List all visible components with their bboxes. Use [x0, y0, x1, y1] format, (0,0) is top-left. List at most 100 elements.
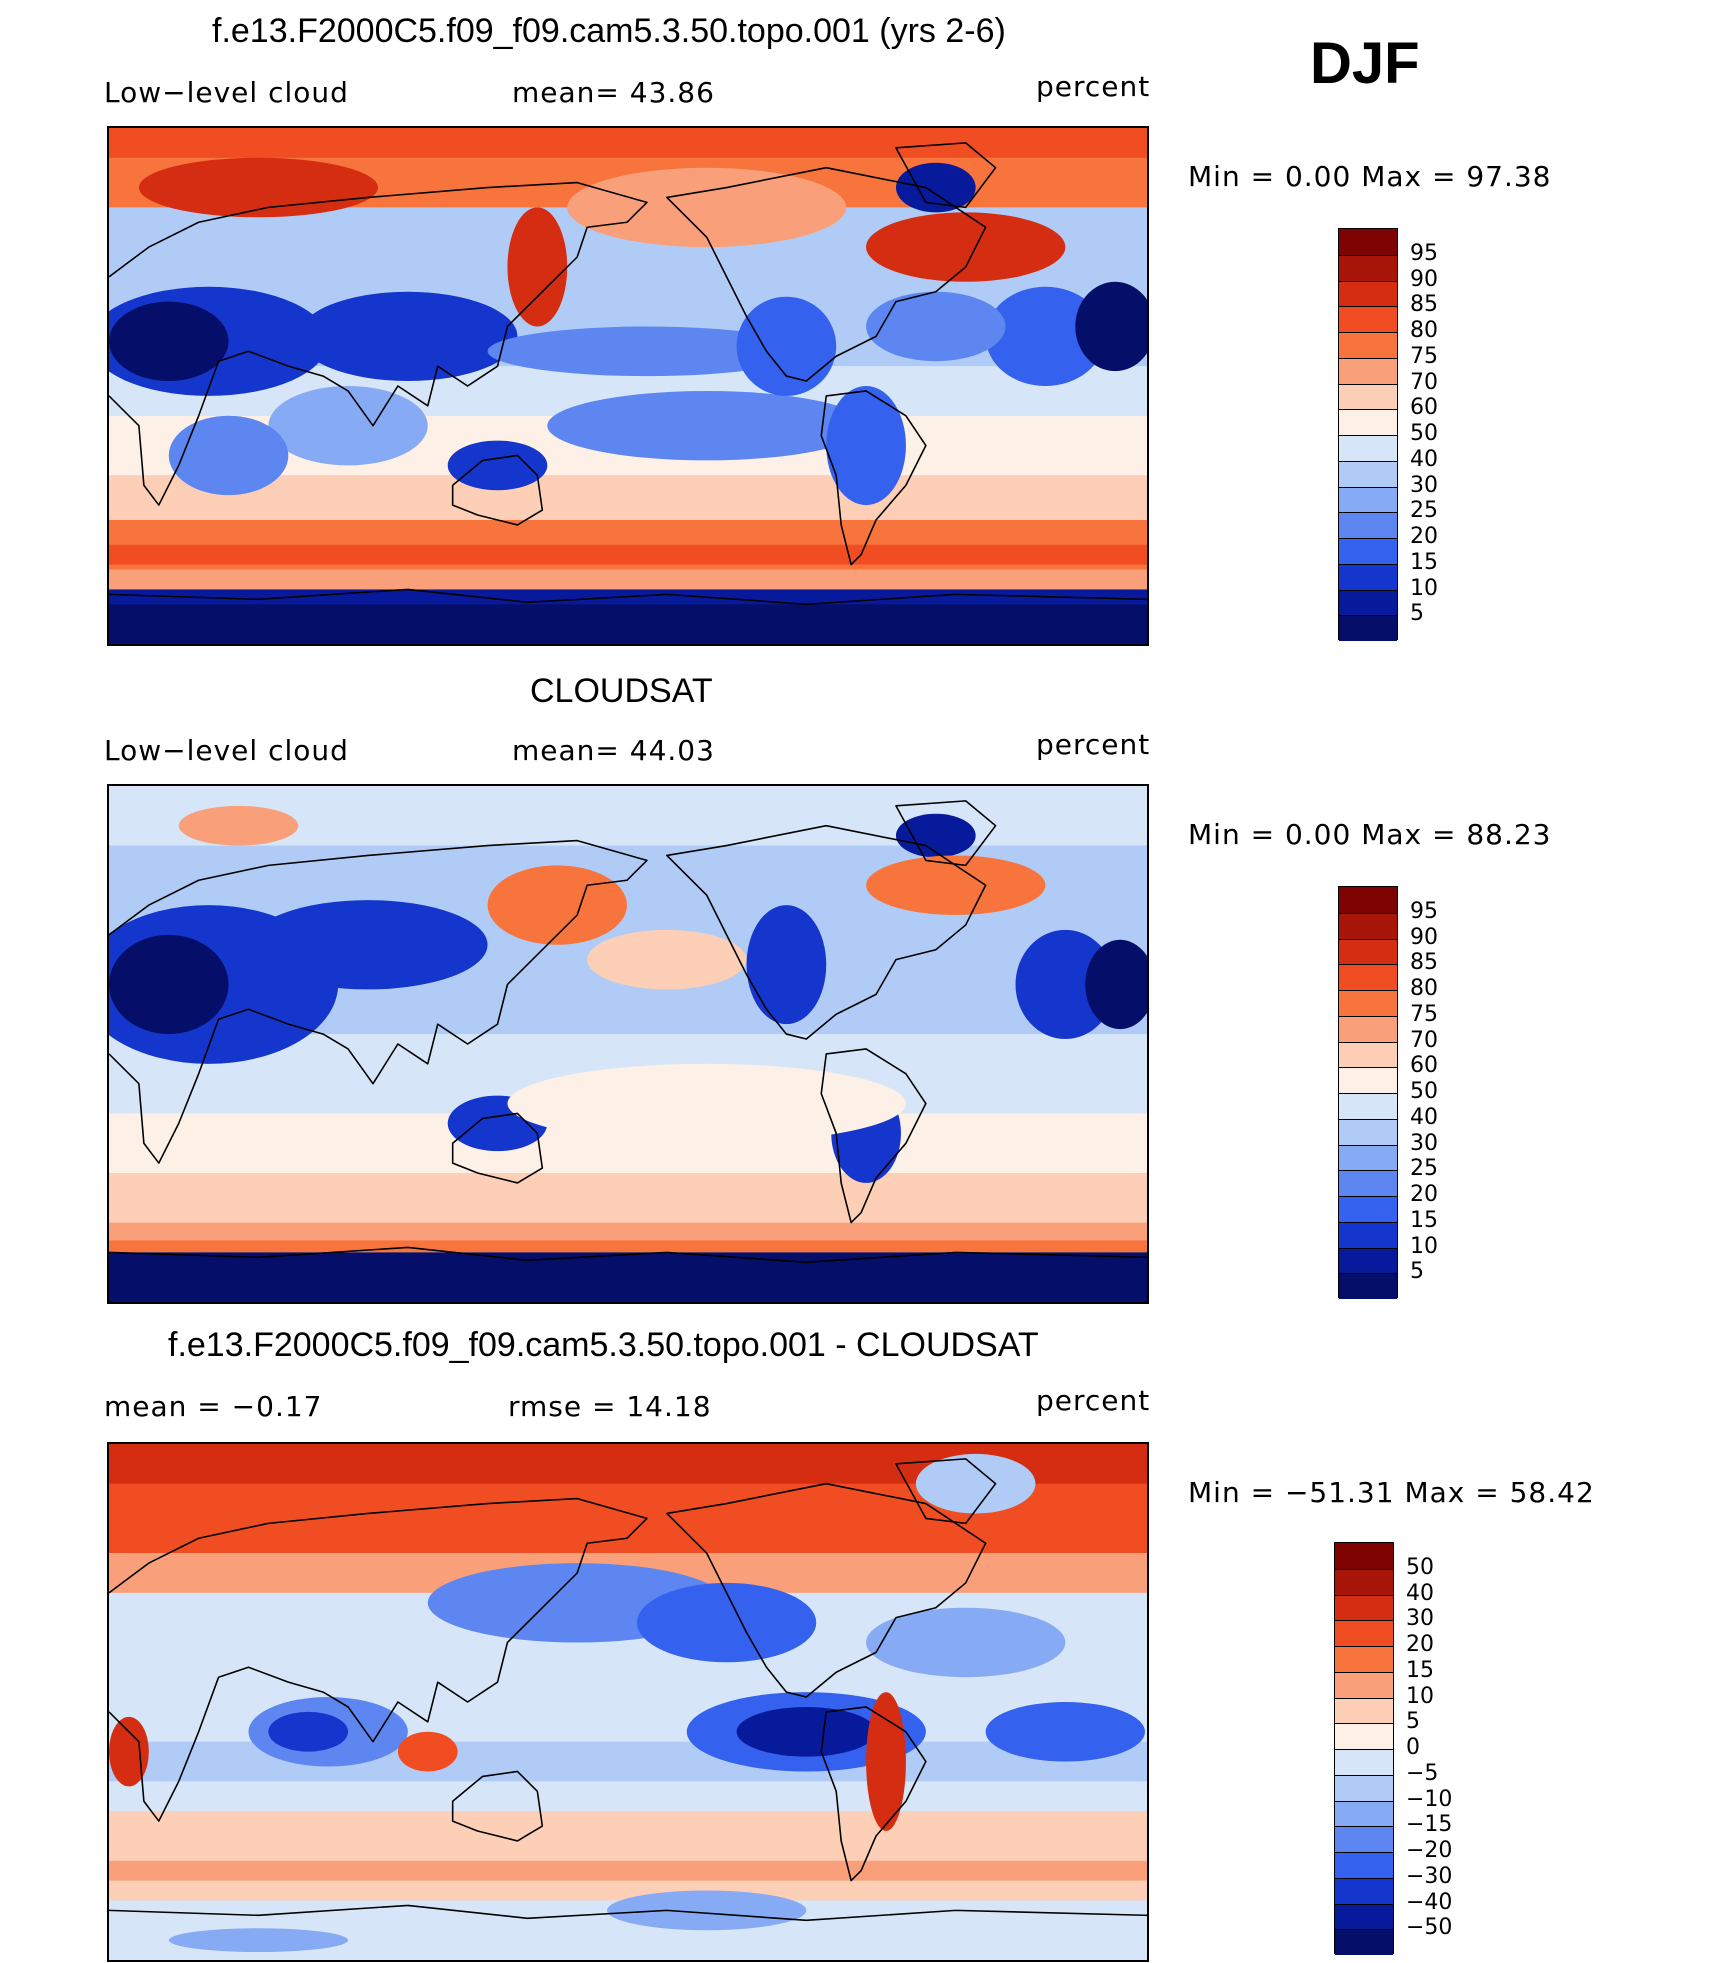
cloud-region — [607, 1890, 807, 1931]
cloud-region — [168, 415, 289, 496]
panel-2-colorbar — [1338, 886, 1398, 1299]
cloud-region — [547, 390, 867, 461]
colorbar-swatch — [1335, 1568, 1393, 1595]
cloud-region — [567, 167, 847, 248]
colorbar-swatch — [1339, 460, 1397, 487]
colorbar-tick-label: 85 — [1410, 292, 1438, 318]
coastline — [109, 181, 648, 506]
cloud-region — [895, 162, 976, 213]
cloud-region — [985, 286, 1106, 386]
colorbar-swatch — [1339, 254, 1397, 281]
latitude-band — [109, 544, 1147, 565]
colorbar-swatch — [1339, 1041, 1397, 1068]
panel-3-units: percent — [1036, 1384, 1151, 1417]
colorbar-swatch — [1339, 409, 1397, 435]
cloud-region — [168, 1928, 349, 1953]
colorbar-tick-label: 10 — [1410, 1233, 1438, 1259]
panel-2-minmax: Min = 0.00 Max = 88.23 — [1188, 818, 1552, 851]
cloud-region — [985, 1702, 1146, 1762]
panel-1-units: percent — [1036, 70, 1151, 103]
colorbar-swatch — [1339, 1118, 1397, 1145]
colorbar-tick-label: 30 — [1410, 1130, 1438, 1156]
colorbar-tick-label: −5 — [1406, 1760, 1439, 1786]
colorbar-tick-label: −30 — [1406, 1863, 1453, 1889]
colorbar-swatch — [1339, 486, 1397, 513]
colorbar-swatch — [1339, 1273, 1397, 1299]
coastline — [451, 454, 544, 526]
panel-1-minmax: Min = 0.00 Max = 97.38 — [1188, 160, 1552, 193]
colorbar-swatch — [1339, 512, 1397, 538]
colorbar-tick-label: 10 — [1410, 575, 1438, 601]
colorbar-swatch — [1339, 538, 1397, 564]
colorbar-tick-label: 80 — [1410, 976, 1438, 1001]
colorbar-tick-label: 50 — [1410, 421, 1438, 446]
coastline — [820, 1048, 927, 1224]
colorbar-swatch — [1339, 1067, 1397, 1093]
latitude-band — [109, 1240, 1147, 1253]
colorbar-swatch — [1339, 306, 1397, 332]
colorbar-tick-label: 15 — [1410, 1207, 1438, 1233]
cloud-region — [587, 929, 747, 990]
colorbar-tick-label: 95 — [1410, 240, 1438, 266]
panel-2-map — [107, 784, 1149, 1304]
colorbar-swatch — [1339, 1247, 1397, 1274]
coastline — [895, 1458, 997, 1525]
latitude-band — [109, 569, 1147, 590]
cloud-region — [447, 440, 548, 491]
coastline — [666, 1482, 987, 1698]
colorbar-swatch — [1339, 229, 1397, 255]
cloud-region — [736, 296, 837, 396]
colorbar-swatch — [1335, 1877, 1393, 1904]
colorbar-tick-label: 70 — [1410, 1027, 1438, 1053]
panel-3-rmse: rmse = 14.18 — [508, 1390, 712, 1423]
colorbar-tick-label: 75 — [1410, 1001, 1438, 1027]
cloud-region — [1075, 281, 1147, 372]
latitude-band — [109, 1173, 1147, 1233]
latitude-band — [109, 128, 1147, 158]
panel-1-colorbar — [1338, 228, 1398, 641]
panel-1-title: f.e13.F2000C5.f09_f09.cam5.3.50.topo.001… — [212, 12, 1006, 50]
colorbar-tick-label: 20 — [1410, 524, 1438, 549]
colorbar-swatch — [1339, 563, 1397, 590]
colorbar-tick-label: −15 — [1406, 1812, 1453, 1838]
colorbar-tick-label: 25 — [1410, 498, 1438, 524]
colorbar-tick-label: 20 — [1406, 1632, 1434, 1657]
cloud-region — [268, 386, 428, 466]
cloud-region — [895, 813, 976, 858]
colorbar-tick-label: −10 — [1406, 1786, 1453, 1812]
coastline — [109, 839, 648, 1164]
colorbar-tick-label: 85 — [1410, 950, 1438, 976]
colorbar-tick-label: 0 — [1406, 1735, 1420, 1760]
colorbar-swatch — [1339, 1196, 1397, 1222]
colorbar-tick-label: 30 — [1410, 472, 1438, 498]
colorbar-tick-label: 60 — [1410, 395, 1438, 421]
colorbar-tick-label: 15 — [1406, 1657, 1434, 1683]
latitude-band — [109, 1252, 1147, 1302]
coastline — [666, 824, 987, 1040]
coastline — [895, 800, 997, 867]
colorbar-tick-label: 10 — [1406, 1683, 1434, 1709]
panel-3-title: f.e13.F2000C5.f09_f09.cam5.3.50.topo.001… — [168, 1326, 1039, 1364]
colorbar-tick-label: 90 — [1410, 266, 1438, 292]
cloud-region — [507, 1063, 906, 1144]
colorbar-swatch — [1335, 1903, 1393, 1930]
colorbar-tick-label: 90 — [1410, 924, 1438, 950]
panel-1-variable-label: Low−level cloud — [104, 76, 349, 109]
latitude-band — [109, 1222, 1147, 1243]
cloud-region — [109, 934, 229, 1035]
colorbar-tick-label: 75 — [1410, 343, 1438, 369]
colorbar-tick-label: −40 — [1406, 1889, 1453, 1915]
colorbar-swatch — [1335, 1826, 1393, 1852]
colorbar-swatch — [1339, 357, 1397, 384]
colorbar-swatch — [1335, 1929, 1393, 1955]
latitude-band — [109, 1811, 1147, 1901]
cloud-region — [487, 865, 628, 945]
colorbar-tick-label: 25 — [1410, 1156, 1438, 1182]
colorbar-swatch — [1339, 615, 1397, 641]
panel-1-mean: mean= 43.86 — [512, 76, 715, 109]
colorbar-swatch — [1335, 1774, 1393, 1801]
colorbar-swatch — [1335, 1749, 1393, 1775]
panel-1-map — [107, 126, 1149, 646]
cloud-region — [248, 900, 488, 990]
colorbar-tick-label: 95 — [1410, 898, 1438, 924]
